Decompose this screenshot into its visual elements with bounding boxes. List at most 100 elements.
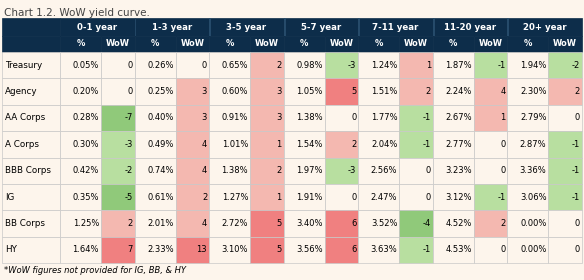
Text: 3: 3 — [201, 87, 207, 96]
Bar — [2, 105, 60, 131]
Text: 2.72%: 2.72% — [222, 219, 248, 228]
Bar — [359, 18, 433, 36]
Bar — [101, 210, 134, 237]
Bar — [325, 184, 359, 210]
Text: -4: -4 — [423, 219, 431, 228]
Text: 0.91%: 0.91% — [222, 113, 248, 122]
Text: -3: -3 — [348, 61, 356, 70]
Text: 0.98%: 0.98% — [296, 61, 323, 70]
Text: 6: 6 — [351, 219, 356, 228]
Text: 1: 1 — [500, 113, 505, 122]
Text: 0.00%: 0.00% — [520, 219, 547, 228]
Text: Agency: Agency — [5, 87, 37, 96]
Bar — [60, 78, 101, 105]
Text: IG: IG — [5, 193, 14, 202]
Text: 2: 2 — [351, 140, 356, 149]
Bar — [60, 36, 101, 52]
Text: 5: 5 — [276, 219, 281, 228]
Bar — [548, 36, 582, 52]
Text: WoW: WoW — [255, 39, 279, 48]
Bar — [250, 52, 284, 78]
Bar — [399, 157, 433, 184]
Bar — [134, 78, 176, 105]
Bar — [399, 78, 433, 105]
Text: 0.35%: 0.35% — [72, 193, 99, 202]
Bar — [548, 210, 582, 237]
Text: %: % — [225, 39, 234, 48]
Text: 2.77%: 2.77% — [445, 140, 472, 149]
Bar — [507, 18, 508, 36]
Bar — [433, 237, 474, 263]
Text: 3.52%: 3.52% — [371, 219, 397, 228]
Bar — [134, 18, 209, 36]
Bar — [284, 184, 325, 210]
Bar — [2, 36, 60, 52]
Bar — [209, 105, 250, 131]
Text: 0: 0 — [500, 166, 505, 175]
Bar — [399, 131, 433, 157]
Bar — [60, 237, 101, 263]
Text: -1: -1 — [497, 61, 505, 70]
Bar — [101, 105, 134, 131]
Text: 0.61%: 0.61% — [147, 193, 173, 202]
Text: 0.74%: 0.74% — [147, 166, 173, 175]
Bar — [359, 131, 399, 157]
Text: BBB Corps: BBB Corps — [5, 166, 51, 175]
Text: 2: 2 — [575, 87, 580, 96]
Bar — [176, 210, 209, 237]
Text: 4.52%: 4.52% — [446, 219, 472, 228]
Bar — [548, 237, 582, 263]
Text: 3.10%: 3.10% — [222, 245, 248, 254]
Text: 0.25%: 0.25% — [147, 87, 173, 96]
Bar — [176, 36, 209, 52]
Text: 2.79%: 2.79% — [520, 113, 547, 122]
Bar — [60, 18, 134, 36]
Bar — [284, 210, 325, 237]
Bar — [2, 78, 60, 105]
Text: 1.54%: 1.54% — [296, 140, 323, 149]
Text: 6: 6 — [351, 245, 356, 254]
Bar — [284, 18, 359, 36]
Bar — [250, 131, 284, 157]
Text: 3.12%: 3.12% — [446, 193, 472, 202]
Text: 0.65%: 0.65% — [222, 61, 248, 70]
Bar — [2, 131, 60, 157]
Text: 4.53%: 4.53% — [446, 245, 472, 254]
Text: AA Corps: AA Corps — [5, 113, 45, 122]
Text: -5: -5 — [124, 193, 133, 202]
Bar — [176, 52, 209, 78]
Text: 2: 2 — [276, 61, 281, 70]
Bar — [134, 157, 176, 184]
Text: 5: 5 — [276, 245, 281, 254]
Text: 2: 2 — [127, 219, 133, 228]
Bar — [507, 36, 548, 52]
Text: 0: 0 — [426, 166, 431, 175]
Text: 3: 3 — [276, 113, 281, 122]
Text: WoW: WoW — [404, 39, 428, 48]
Text: 0: 0 — [500, 140, 505, 149]
Text: 0: 0 — [127, 87, 133, 96]
Text: 2: 2 — [500, 219, 505, 228]
Bar — [134, 210, 176, 237]
Bar — [359, 78, 399, 105]
Text: 1.27%: 1.27% — [222, 193, 248, 202]
Bar — [507, 18, 582, 36]
Bar — [209, 131, 250, 157]
Text: Treasury: Treasury — [5, 61, 42, 70]
Text: 1.97%: 1.97% — [296, 166, 323, 175]
Text: BB Corps: BB Corps — [5, 219, 45, 228]
Text: 0.42%: 0.42% — [72, 166, 99, 175]
Bar — [209, 52, 250, 78]
Bar — [474, 52, 507, 78]
Text: 0.26%: 0.26% — [147, 61, 173, 70]
Text: WoW: WoW — [180, 39, 204, 48]
Bar — [399, 105, 433, 131]
Bar — [101, 36, 134, 52]
Bar — [101, 78, 134, 105]
Bar — [433, 131, 474, 157]
Text: 0: 0 — [500, 245, 505, 254]
Bar — [548, 131, 582, 157]
Bar — [284, 105, 325, 131]
Bar — [101, 52, 134, 78]
Text: 1.25%: 1.25% — [72, 219, 99, 228]
